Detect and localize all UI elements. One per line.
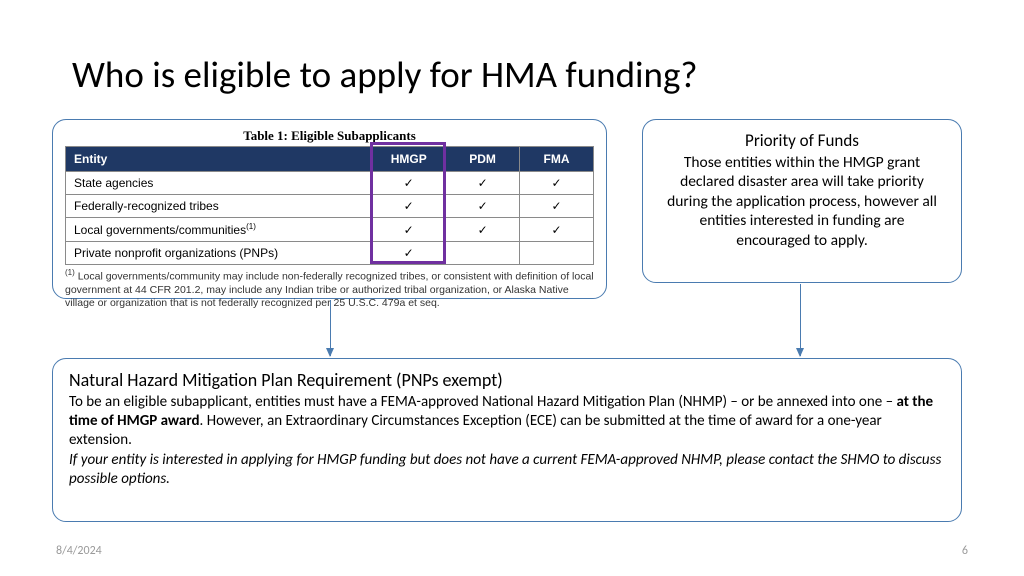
cell-sup: (1) bbox=[246, 222, 256, 231]
priority-title: Priority of Funds bbox=[661, 130, 943, 151]
cell-entity: State agencies bbox=[66, 172, 372, 195]
cell-pdm: ✓ bbox=[446, 195, 520, 218]
cell-entity: Federally-recognized tribes bbox=[66, 195, 372, 218]
cell-pdm: ✓ bbox=[446, 218, 520, 242]
footer-date: 8/4/2024 bbox=[56, 544, 102, 558]
col-entity: Entity bbox=[66, 147, 372, 172]
cell-entity: Local governments/communities(1) bbox=[66, 218, 372, 242]
cell-text: Local governments/communities bbox=[74, 223, 246, 237]
table-row: Federally-recognized tribes ✓ ✓ ✓ bbox=[66, 195, 594, 218]
arrow-right bbox=[800, 284, 801, 356]
eligibility-table: Entity HMGP PDM FMA State agencies ✓ ✓ ✓… bbox=[65, 146, 594, 265]
cell-fma bbox=[520, 242, 594, 265]
nhmp-body: To be an eligible subapplicant, entities… bbox=[69, 393, 945, 451]
footnote-sup: (1) bbox=[65, 268, 75, 277]
col-fma: FMA bbox=[520, 147, 594, 172]
footer-page: 6 bbox=[962, 544, 968, 558]
cell-fma: ✓ bbox=[520, 195, 594, 218]
eligibility-table-box: Table 1: Eligible Subapplicants Entity H… bbox=[52, 119, 607, 299]
table-row: Private nonprofit organizations (PNPs) ✓ bbox=[66, 242, 594, 265]
cell-hmgp: ✓ bbox=[372, 242, 446, 265]
cell-hmgp: ✓ bbox=[372, 172, 446, 195]
cell-pdm bbox=[446, 242, 520, 265]
nhmp-box: Natural Hazard Mitigation Plan Requireme… bbox=[52, 358, 962, 522]
priority-text: Those entities within the HMGP grant dec… bbox=[661, 153, 943, 250]
cell-entity: Private nonprofit organizations (PNPs) bbox=[66, 242, 372, 265]
table-row: Local governments/communities(1) ✓ ✓ ✓ bbox=[66, 218, 594, 242]
priority-box: Priority of Funds Those entities within … bbox=[642, 119, 962, 283]
nhmp-pre: To be an eligible subapplicant, entities… bbox=[69, 393, 896, 411]
arrow-left bbox=[330, 300, 331, 356]
col-pdm: PDM bbox=[446, 147, 520, 172]
cell-fma: ✓ bbox=[520, 218, 594, 242]
col-hmgp: HMGP bbox=[372, 147, 446, 172]
page-title: Who is eligible to apply for HMA funding… bbox=[72, 52, 698, 97]
nhmp-title: Natural Hazard Mitigation Plan Requireme… bbox=[69, 369, 945, 391]
cell-hmgp: ✓ bbox=[372, 218, 446, 242]
cell-pdm: ✓ bbox=[446, 172, 520, 195]
table-header-row: Entity HMGP PDM FMA bbox=[66, 147, 594, 172]
nhmp-italic: If your entity is interested in applying… bbox=[69, 451, 945, 489]
table-row: State agencies ✓ ✓ ✓ bbox=[66, 172, 594, 195]
cell-fma: ✓ bbox=[520, 172, 594, 195]
cell-hmgp: ✓ bbox=[372, 195, 446, 218]
table-caption: Table 1: Eligible Subapplicants bbox=[65, 128, 594, 144]
